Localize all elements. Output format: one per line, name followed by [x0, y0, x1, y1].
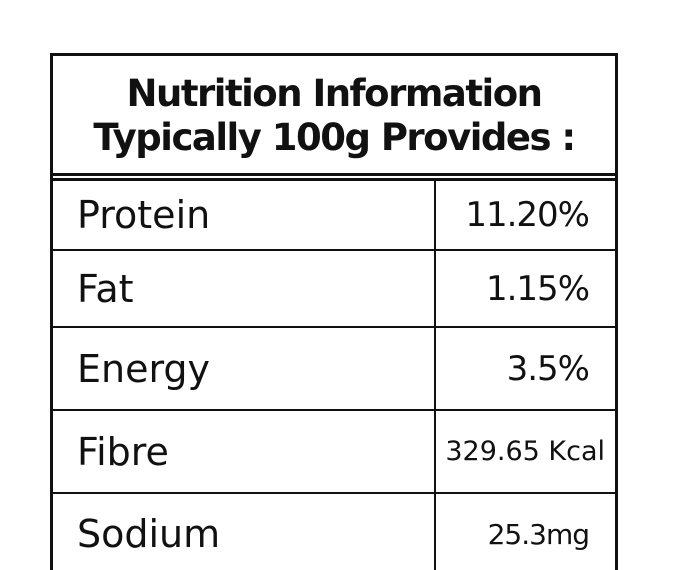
- nutrient-name: Protein: [77, 193, 211, 237]
- nutrient-value: 3.5%: [434, 328, 615, 409]
- nutrient-name: Fibre: [77, 429, 169, 474]
- table-row: Fat 1.15%: [53, 251, 615, 328]
- table-row: Protein 11.20%: [53, 181, 615, 251]
- table-row: Energy 3.5%: [53, 328, 615, 411]
- header-title: Nutrition Information: [126, 72, 543, 115]
- nutrient-value: 329.65 Kcal: [434, 411, 615, 492]
- nutrient-name: Fat: [77, 266, 134, 311]
- nutrient-value: 1.15%: [434, 251, 615, 326]
- table-row: Sodium 25.3mg: [53, 494, 615, 570]
- nutrient-value: 11.20%: [434, 181, 615, 249]
- nutrition-table: Protein 11.20% Fat 1.15% Energy 3.5% Fibre 329.…: [53, 178, 615, 570]
- nutrition-panel: Nutrition Information Typically 100g Prov…: [50, 53, 618, 570]
- table-row: Fibre 329.65 Kcal: [53, 411, 615, 494]
- header: Nutrition Information Typically 100g Prov…: [53, 56, 615, 176]
- nutrient-name: Energy: [77, 346, 211, 391]
- nutrient-name: Sodium: [77, 512, 221, 556]
- nutrient-value: 25.3mg: [434, 494, 615, 570]
- header-title: Typically 100g Provides :: [93, 116, 576, 159]
